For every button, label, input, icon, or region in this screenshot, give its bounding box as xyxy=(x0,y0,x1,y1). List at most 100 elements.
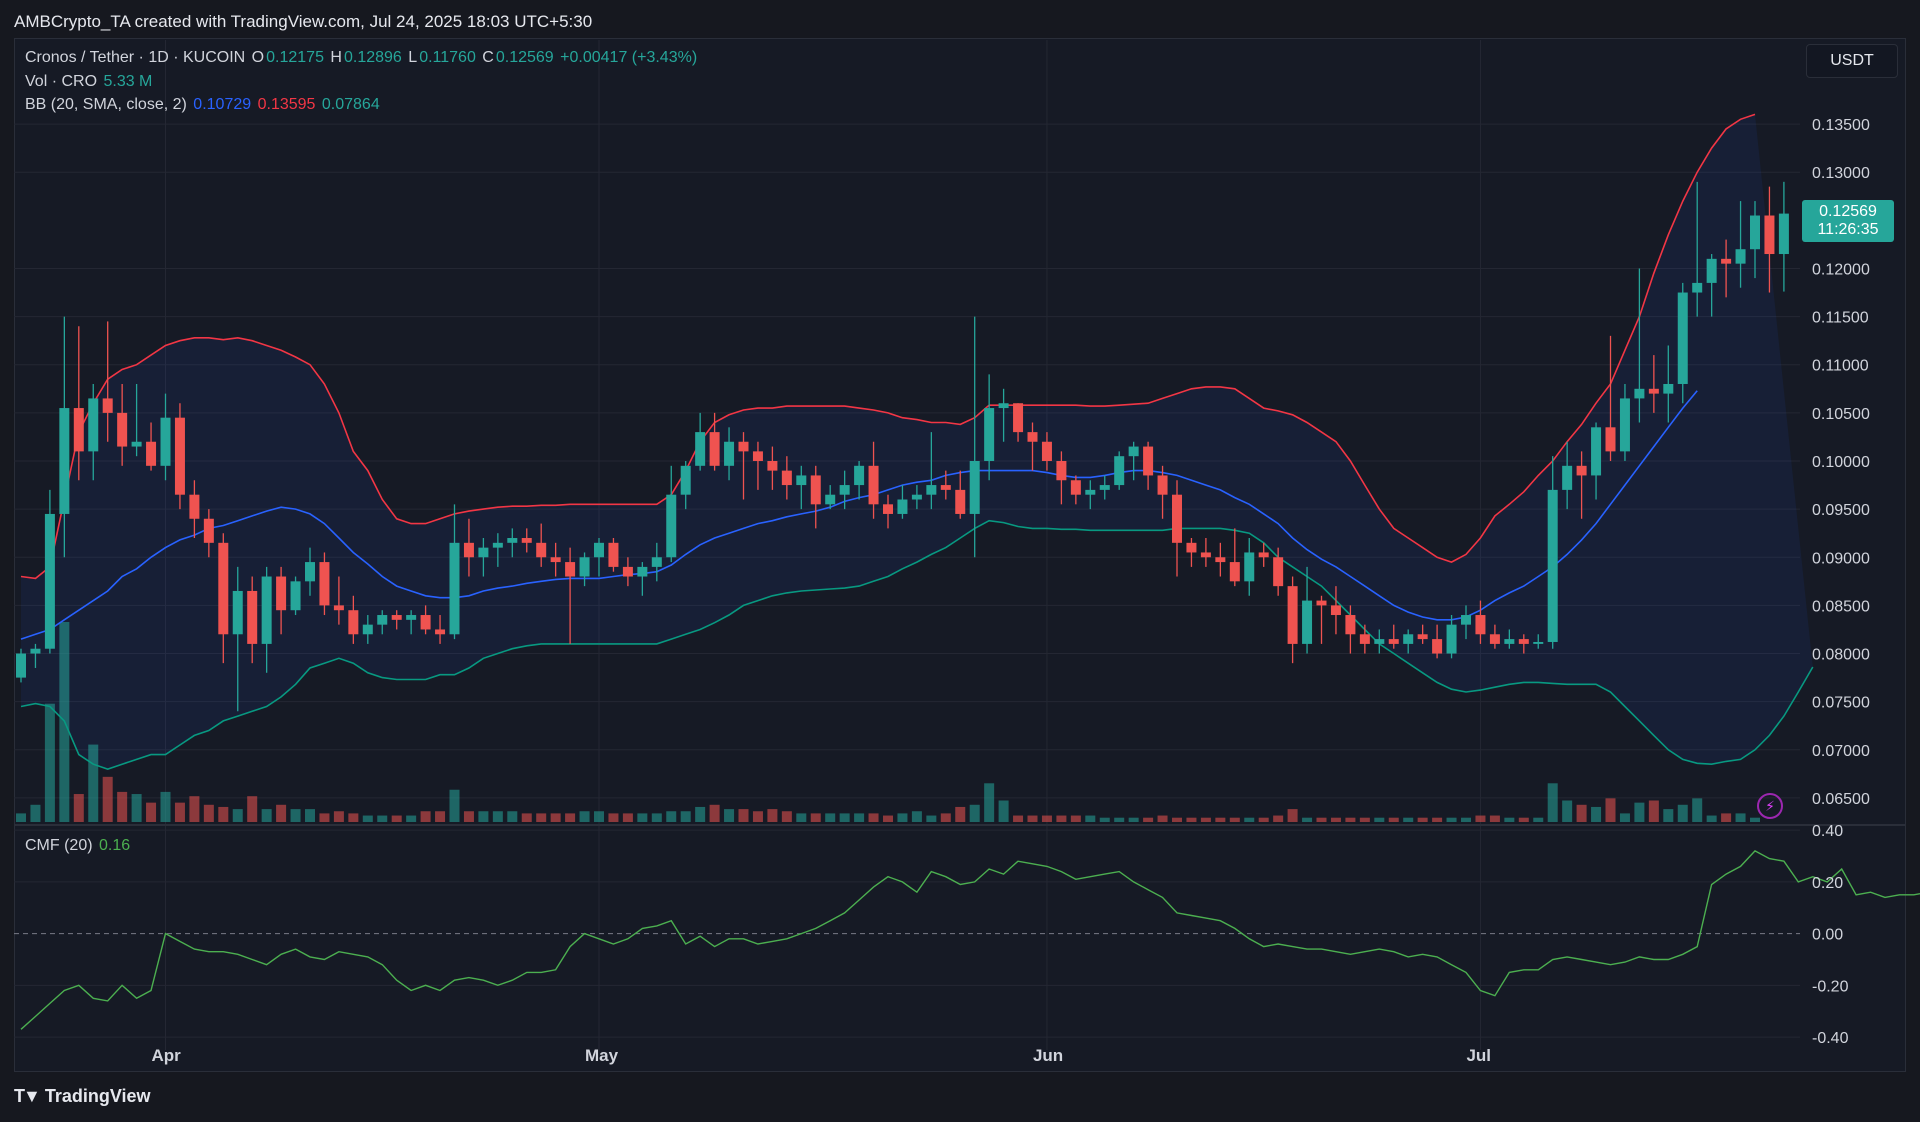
close-label: C xyxy=(482,49,494,66)
candle-body xyxy=(594,542,604,558)
cmf-tick-label: 0.40 xyxy=(1812,823,1843,840)
candle-body xyxy=(839,485,850,495)
candle-body xyxy=(1316,600,1327,606)
bb-basis-value: 0.10729 xyxy=(193,96,252,113)
volume-bar xyxy=(319,813,330,822)
symbol-title[interactable]: Cronos / Tether · 1D · KUCOIN xyxy=(25,49,246,66)
volume-bar xyxy=(536,813,547,822)
cmf-tick-label: 0.00 xyxy=(1812,927,1843,944)
candle-body xyxy=(1518,639,1529,644)
volume-bar xyxy=(825,813,836,822)
candle-body xyxy=(435,629,446,635)
candle-body xyxy=(88,398,99,452)
candle-body xyxy=(1302,600,1313,644)
volume-bar xyxy=(1215,817,1226,822)
candle-body xyxy=(16,653,26,678)
candle-body xyxy=(1547,489,1558,642)
candle-body xyxy=(1591,427,1602,476)
volume-bar xyxy=(1432,817,1443,822)
candle-body xyxy=(131,441,142,447)
volume-bar xyxy=(1750,817,1760,822)
volume-bar xyxy=(189,796,200,822)
volume-bar xyxy=(1070,815,1081,822)
price-tick-label: 0.06500 xyxy=(1812,791,1870,808)
candle-body xyxy=(998,403,1009,409)
candle-body xyxy=(1114,456,1125,486)
candle-body xyxy=(478,547,489,558)
candle-body xyxy=(1461,615,1471,625)
bar-countdown: 11:26:35 xyxy=(1817,221,1879,238)
volume-label[interactable]: Vol · CRO xyxy=(25,73,98,90)
candle-body xyxy=(247,590,258,644)
tradingview-logo[interactable]: T▼ TradingView xyxy=(14,1086,151,1107)
bb-upper-line xyxy=(20,113,1756,580)
volume-bar xyxy=(1706,815,1717,822)
axes: 0.06500 0.07000 0.07500 0.08000 0.08500 0.090… xyxy=(152,117,1870,1065)
volume-bar xyxy=(651,813,662,822)
volume-bar xyxy=(88,744,99,822)
candle-body xyxy=(854,465,865,486)
close-value: 0.12569 xyxy=(495,49,554,66)
tradingview-wordmark: TradingView xyxy=(44,1086,151,1106)
volume-bar xyxy=(406,815,417,822)
candle-body xyxy=(232,590,243,635)
volume-bar xyxy=(781,811,792,822)
volume-bar xyxy=(102,776,113,822)
volume-bar xyxy=(998,800,1009,822)
currency-button[interactable]: USDT xyxy=(1806,44,1898,78)
tradingview-mark-icon: T▼ xyxy=(14,1086,41,1106)
candle-body xyxy=(1475,615,1486,635)
volume-bar xyxy=(16,813,26,822)
candle-body xyxy=(1258,552,1269,558)
volume-bar xyxy=(738,809,749,822)
candle-body xyxy=(1764,215,1775,255)
candle-body xyxy=(1287,586,1298,644)
volume-bar xyxy=(1562,800,1573,822)
volume-bar xyxy=(955,806,966,822)
volume-bar xyxy=(940,813,951,822)
candle-body xyxy=(1330,605,1341,616)
candle-body xyxy=(377,615,388,625)
candle-body xyxy=(290,581,301,611)
bb-label[interactable]: BB (20, SMA, close, 2) xyxy=(25,96,187,113)
volume-bar xyxy=(203,804,214,822)
candle-body xyxy=(767,461,778,471)
candle-body xyxy=(724,441,735,466)
volume-bar xyxy=(1504,817,1515,822)
volume-bar xyxy=(622,813,633,822)
candle-body xyxy=(305,562,315,582)
candle-body xyxy=(1417,634,1428,640)
bb-lower-value: 0.07864 xyxy=(321,96,380,113)
volume-bar xyxy=(1591,806,1602,822)
volume-bar xyxy=(1735,813,1746,822)
candle-body xyxy=(73,408,84,452)
candle-body xyxy=(1056,461,1067,481)
candle-body xyxy=(1619,398,1630,452)
candle-body xyxy=(1215,557,1226,563)
price-tick-label: 0.07000 xyxy=(1812,743,1870,760)
volume-bar xyxy=(1316,817,1327,822)
candle-body xyxy=(146,441,157,466)
volume-bar xyxy=(565,813,576,822)
volume-bar xyxy=(1648,800,1659,822)
candle-body xyxy=(420,615,431,630)
candle-body xyxy=(1446,624,1457,654)
volume-bar xyxy=(767,809,778,822)
lightning-icon[interactable]: ⚡ xyxy=(1757,793,1783,819)
volume-bar xyxy=(1619,813,1630,822)
cmf-label[interactable]: CMF (20) xyxy=(25,837,93,854)
volume-bar xyxy=(1345,817,1356,822)
volume-bar xyxy=(1677,804,1688,822)
volume-bar xyxy=(1128,817,1139,822)
bollinger-band-fill xyxy=(21,114,1813,770)
candle-body xyxy=(319,562,330,606)
change-value: +0.00417 (+3.43%) xyxy=(560,49,698,66)
candle-body xyxy=(333,605,344,611)
volume-bar xyxy=(160,791,171,822)
candle-body xyxy=(1432,639,1443,654)
volume-bar xyxy=(666,811,677,822)
candle-body xyxy=(1692,282,1703,293)
candle-body xyxy=(1721,258,1732,264)
candle-body xyxy=(521,538,532,543)
